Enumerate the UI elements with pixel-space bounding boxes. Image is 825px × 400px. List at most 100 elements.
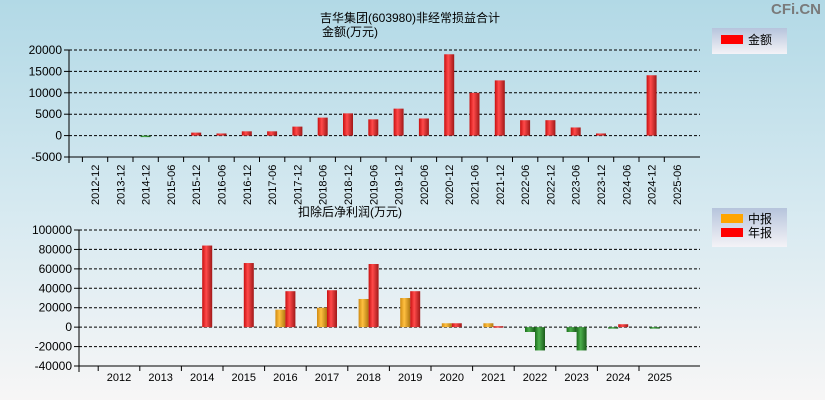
x-tick-label: 2017 (315, 372, 339, 384)
x-tick-label: 2017-12 (292, 165, 304, 205)
y-tick-label: 10000 (29, 86, 63, 100)
y-tick-label: 60000 (39, 262, 73, 276)
y-tick-label: 15000 (29, 64, 63, 78)
bar (646, 75, 657, 136)
legend-item-interim: 中报 (712, 211, 787, 226)
x-tick-label: 2014-12 (141, 165, 153, 205)
x-tick-label: 2024-06 (621, 165, 633, 205)
x-tick-label: 2013 (148, 372, 172, 384)
bar-annual (535, 327, 545, 351)
y-tick-label: -20000 (35, 340, 73, 354)
x-tick-label: 2016-06 (217, 165, 229, 205)
x-tick-label: 2018-06 (318, 165, 330, 205)
y-tick-label: 0 (55, 129, 62, 143)
chart1-subtitle: 金额(万元) (322, 24, 378, 39)
bar (494, 80, 505, 136)
y-tick-label: 0 (65, 320, 72, 334)
bar (140, 135, 151, 138)
x-tick-label: 2012 (107, 372, 131, 384)
x-tick-label: 2022-12 (545, 165, 557, 205)
bar (418, 118, 429, 136)
bar-annual (493, 326, 504, 328)
bar-interim (649, 327, 660, 329)
chart2-legend: 中报 年报 (712, 208, 787, 247)
bar-annual (202, 245, 213, 328)
bar (317, 117, 328, 136)
x-tick-label: 2012-12 (90, 165, 102, 205)
watermark: CFi.CN (771, 1, 821, 18)
y-tick-label: 5000 (35, 107, 62, 121)
legend-swatch (721, 34, 743, 44)
bar-annual (618, 324, 629, 328)
bar-annual (368, 264, 379, 328)
bar-interim (317, 307, 327, 328)
bar (343, 113, 353, 136)
x-tick-label: 2021-06 (470, 165, 482, 205)
x-tick-label: 2015 (232, 372, 256, 384)
legend-swatch (721, 227, 743, 237)
x-tick-label: 2020 (440, 372, 464, 384)
legend-swatch (721, 213, 743, 223)
x-tick-label: 2018 (356, 372, 380, 384)
bar (368, 119, 379, 136)
bar-interim (525, 327, 535, 332)
bar (570, 127, 581, 136)
bar-annual (243, 263, 254, 328)
bar-interim (483, 323, 494, 328)
bar (216, 133, 227, 136)
chart2-title: 扣除后净利润(万元) (298, 204, 402, 219)
bar-annual (285, 291, 296, 328)
x-tick-label: 2025-06 (672, 165, 684, 205)
y-tick-label: 20000 (29, 43, 63, 57)
x-tick-label: 2024-12 (647, 165, 659, 205)
bar (469, 92, 480, 136)
bar-annual (327, 290, 337, 328)
x-tick-label: 2023-12 (596, 165, 608, 205)
x-tick-label: 2014 (190, 372, 214, 384)
y-tick-label: -40000 (35, 359, 73, 373)
x-tick-label: 2019-06 (368, 165, 380, 205)
y-tick-label: 40000 (39, 281, 73, 295)
chart1-title: 吉华集团(603980)非经常损益合计 (320, 10, 500, 25)
chart1-legend: 金额 (712, 28, 787, 54)
bar-interim (400, 298, 411, 328)
bar-interim (608, 327, 619, 329)
x-tick-label: 2015-06 (166, 165, 178, 205)
legend-label: 金额 (748, 32, 773, 47)
x-tick-label: 2019 (398, 372, 422, 384)
bar-interim (275, 309, 286, 328)
bar-interim (441, 323, 452, 328)
bar-annual (451, 323, 462, 328)
legend-label: 中报 (748, 211, 773, 226)
bar (191, 132, 202, 136)
x-tick-label: 2018-12 (343, 165, 355, 205)
legend-item-annual: 年报 (712, 225, 787, 240)
bar-annual (576, 327, 587, 351)
x-tick-label: 2020-12 (444, 165, 456, 205)
bar (545, 120, 556, 136)
x-tick-label: 2024 (606, 372, 630, 384)
x-tick-label: 2025 (648, 372, 672, 384)
x-tick-label: 2021-12 (495, 165, 507, 205)
x-tick-label: 2022 (523, 372, 547, 384)
bar (520, 120, 531, 136)
x-tick-label: 2015-12 (191, 165, 203, 205)
bar (393, 108, 404, 136)
x-tick-label: 2017-06 (267, 165, 279, 205)
bar (444, 54, 455, 136)
bar-interim (358, 298, 369, 328)
x-tick-label: 2022-06 (520, 165, 532, 205)
bar (267, 131, 278, 136)
y-tick-label: 20000 (39, 301, 73, 315)
y-tick-label: 80000 (39, 242, 73, 256)
bar-interim (566, 327, 577, 332)
x-tick-label: 2023 (564, 372, 588, 384)
y-tick-label: 100000 (32, 223, 72, 237)
y-tick-label: -5000 (31, 150, 62, 164)
x-tick-label: 2016 (273, 372, 297, 384)
bar (292, 126, 303, 136)
x-tick-label: 2023-06 (571, 165, 583, 205)
bar-annual (410, 291, 421, 328)
